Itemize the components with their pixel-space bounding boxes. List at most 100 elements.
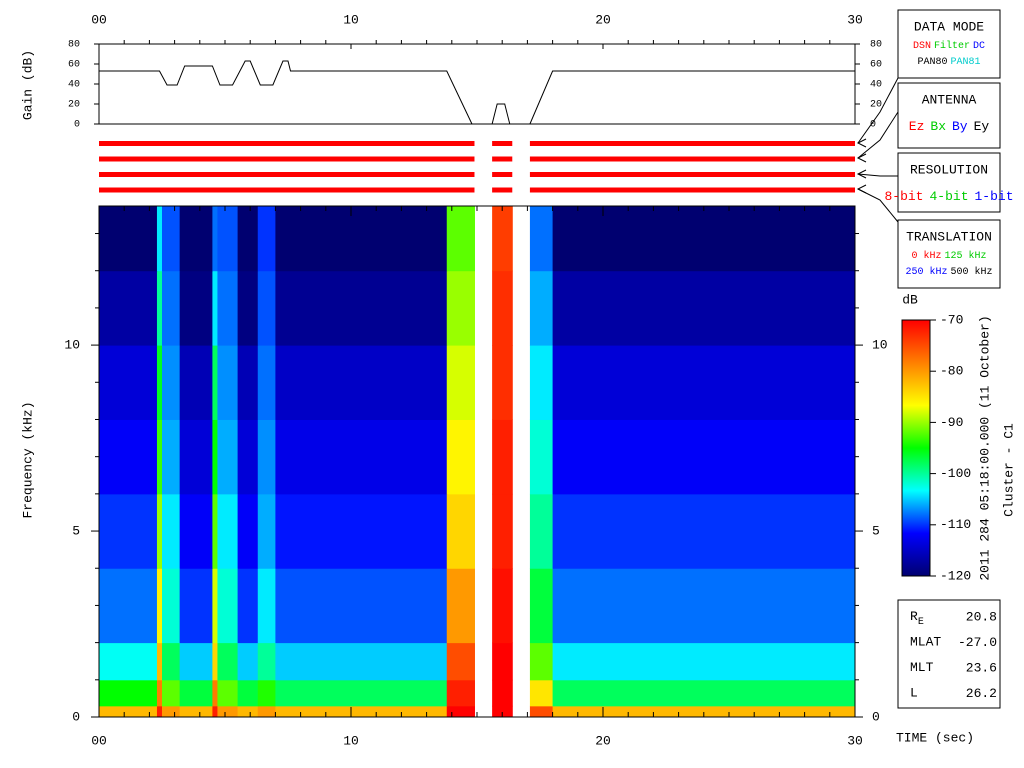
legend-item: DC bbox=[973, 41, 985, 52]
spectrogram-cell bbox=[212, 493, 218, 569]
legend-item: Bx bbox=[930, 119, 946, 134]
spectrogram-cell bbox=[237, 705, 259, 718]
spacecraft-annotation: Cluster - C1 bbox=[1001, 423, 1016, 517]
spectrogram-cell bbox=[212, 679, 218, 707]
spectrogram-cell bbox=[529, 493, 554, 569]
arrow bbox=[857, 173, 898, 177]
spectrogram-cell bbox=[237, 642, 259, 681]
colorbar bbox=[901, 319, 931, 577]
legend-box bbox=[897, 152, 1001, 213]
spectrogram-cell bbox=[275, 679, 448, 707]
x-tick-label: 10 bbox=[343, 12, 359, 27]
spectrogram-cell bbox=[212, 206, 218, 272]
spectrogram-cell bbox=[99, 679, 158, 707]
resolution-bar bbox=[492, 187, 513, 193]
colorbar-tick-label: -120 bbox=[940, 568, 971, 583]
spectrogram-cell bbox=[156, 493, 163, 569]
spectrogram-cell bbox=[492, 419, 513, 495]
ephemeris-value: -27.0 bbox=[958, 635, 997, 650]
spectrogram-cell bbox=[162, 493, 181, 569]
legend-item: Ey bbox=[974, 119, 990, 134]
spectrogram-cell bbox=[237, 419, 259, 495]
gain-axis-label: Gain (dB) bbox=[20, 50, 35, 120]
spectrogram-cell bbox=[529, 419, 554, 495]
arrow bbox=[857, 77, 899, 144]
spectrogram-cell bbox=[257, 270, 276, 346]
spectrogram-cell bbox=[99, 705, 158, 718]
spectrogram-cell bbox=[529, 705, 554, 718]
spectrogram-cell bbox=[529, 679, 554, 707]
colorbar-tick-label: -100 bbox=[940, 466, 971, 481]
spectrogram-cell bbox=[529, 642, 554, 681]
legend-line: Ez Bx By Ey bbox=[909, 119, 990, 134]
legend-title: RESOLUTION bbox=[910, 162, 988, 177]
y-tick-label: 5 bbox=[72, 523, 80, 538]
spectrogram-cell bbox=[552, 493, 856, 569]
y-tick-label: 80 bbox=[68, 40, 80, 51]
x-tick-label: 30 bbox=[847, 12, 863, 27]
legend-line: 0 kHz 125 kHz bbox=[911, 250, 986, 262]
resolution-bar bbox=[529, 141, 855, 146]
gain-line bbox=[529, 70, 855, 125]
y-tick-label-right: 40 bbox=[870, 80, 882, 91]
y-tick-label-right: 5 bbox=[872, 523, 880, 538]
spectrogram-cell bbox=[156, 642, 163, 681]
resolution-bar bbox=[529, 156, 855, 162]
legend-box bbox=[897, 219, 1001, 289]
legend-line: DSN Filter DC bbox=[913, 40, 985, 52]
ephemeris-value: 20.8 bbox=[966, 609, 997, 624]
timestamp-annotation: 2011 284 05:18:00.000 (11 October) bbox=[977, 315, 992, 580]
spectrogram-cell bbox=[156, 419, 163, 495]
legend-item: Ez bbox=[909, 119, 925, 134]
spectrogram-cell bbox=[446, 345, 475, 420]
resolution-bar bbox=[529, 172, 855, 177]
x-tick-label: 20 bbox=[595, 733, 611, 748]
spectrogram-cell bbox=[179, 206, 213, 272]
y-tick-label: 0 bbox=[72, 709, 80, 724]
spectrogram-cell bbox=[552, 568, 856, 644]
spectrogram-cell bbox=[179, 705, 213, 718]
spectrogram-cell bbox=[492, 705, 513, 718]
ephemeris-subscript: E bbox=[918, 617, 924, 628]
y-tick-label-right: 0 bbox=[872, 709, 880, 724]
legend-item: 8-bit bbox=[884, 189, 923, 204]
spectrogram-cell bbox=[179, 679, 213, 707]
ephemeris-name: MLT bbox=[910, 660, 934, 675]
spectrogram-cell bbox=[179, 642, 213, 681]
y-tick-label-right: 60 bbox=[870, 60, 882, 71]
spectrogram-cell bbox=[217, 705, 239, 718]
spectrogram-cell bbox=[492, 642, 513, 681]
spectrogram-cell bbox=[552, 705, 856, 718]
colorbar-tick-label: -70 bbox=[940, 312, 963, 327]
x-tick-label: 00 bbox=[91, 12, 107, 27]
spectrogram-cell bbox=[552, 345, 856, 420]
legend-line: 8-bit 4-bit 1-bit bbox=[884, 189, 1013, 204]
spectrogram-cell bbox=[99, 206, 158, 272]
colorbar-tick-label: -90 bbox=[940, 415, 963, 430]
spectrogram-cell bbox=[446, 419, 475, 495]
resolution-bar bbox=[492, 156, 513, 162]
spectrogram-cell bbox=[529, 270, 554, 346]
spectrogram-cell bbox=[529, 568, 554, 644]
legend-item: 500 kHz bbox=[951, 266, 993, 278]
spectrogram-cell bbox=[162, 270, 181, 346]
resolution-bar bbox=[99, 172, 475, 177]
spectrogram-cell bbox=[237, 568, 259, 644]
ephemeris-value: 26.2 bbox=[966, 686, 997, 701]
legend-item: 250 kHz bbox=[905, 266, 947, 278]
spectrogram-cell bbox=[257, 568, 276, 644]
legend-box bbox=[897, 9, 1001, 79]
spectrogram-cell bbox=[156, 345, 163, 420]
spectrogram-cell bbox=[275, 705, 448, 718]
gain-line bbox=[491, 103, 511, 125]
spectrogram-cell bbox=[275, 206, 448, 272]
spectrogram-cell bbox=[237, 206, 259, 272]
spectrogram-cell bbox=[217, 206, 239, 272]
legend-line: PAN80 PAN81 bbox=[917, 57, 980, 68]
y-tick-label: 20 bbox=[68, 100, 80, 111]
spectrogram-cell bbox=[99, 419, 158, 495]
connector-arrows bbox=[856, 77, 899, 223]
spectrogram-cell bbox=[446, 679, 475, 707]
spectrogram-cell bbox=[179, 419, 213, 495]
